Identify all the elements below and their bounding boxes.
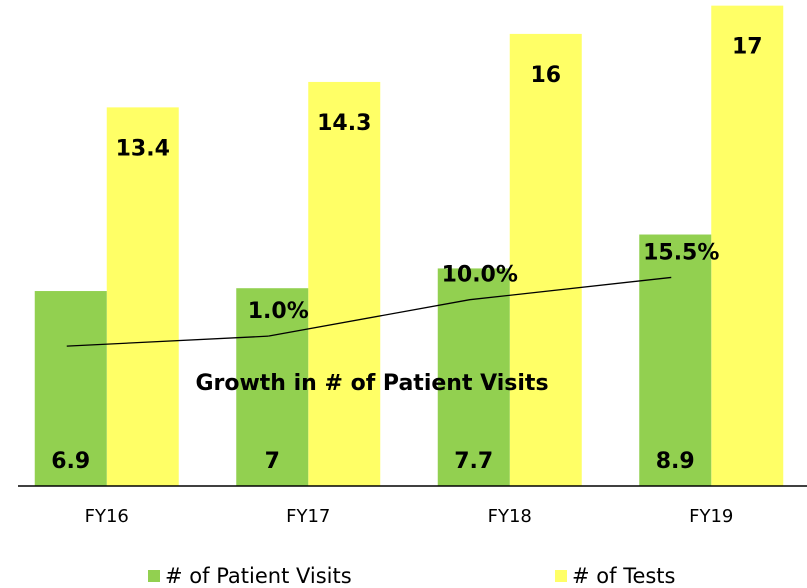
growth-value-label: 1.0% (248, 299, 309, 324)
growth-value-label: 15.5% (643, 240, 719, 265)
data-label: 8.9 (656, 449, 695, 474)
legend-label: # of Patient Visits (165, 564, 352, 588)
growth-label: Growth in # of Patient Visits (195, 371, 548, 396)
growth-line (268, 276, 672, 337)
data-label: 16 (530, 63, 561, 88)
legend-swatch (555, 570, 567, 582)
data-label: 7 (265, 449, 280, 474)
bar (711, 5, 784, 487)
growth-value-label: 10.0% (442, 263, 518, 288)
bar (34, 291, 107, 486)
bar (437, 268, 510, 486)
legend-label: # of Tests (572, 564, 675, 588)
x-tick-label: FY16 (85, 506, 129, 527)
x-tick-label: FY18 (488, 506, 532, 527)
data-label: 6.9 (51, 449, 90, 474)
bar (106, 107, 179, 486)
legend-swatch (148, 570, 160, 582)
bar (308, 81, 381, 486)
data-label: 13.4 (116, 136, 170, 161)
x-tick-label: FY19 (689, 506, 733, 527)
bar (639, 234, 712, 486)
bar (509, 33, 582, 486)
data-label: 14.3 (317, 111, 371, 136)
data-label: 17 (732, 35, 763, 60)
data-label: 7.7 (454, 449, 493, 474)
x-tick-label: FY17 (286, 506, 330, 527)
bar (236, 288, 309, 486)
growth-lead (66, 335, 269, 347)
